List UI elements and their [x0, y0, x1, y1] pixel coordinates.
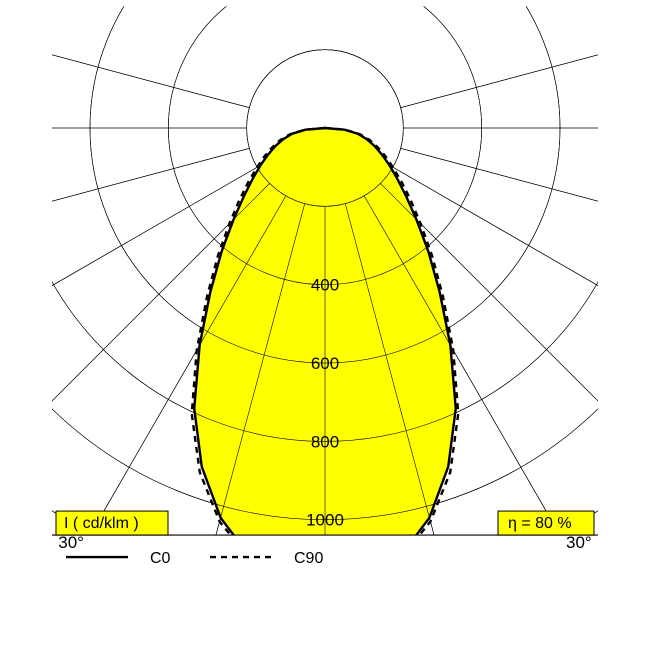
unit-box-text: I ( cd/klm ) — [64, 515, 139, 532]
angle-label-left: 30° — [58, 533, 84, 552]
polar-chart: 4006008001000 30°30°45°45°60°60°75°75°90… — [0, 0, 650, 650]
legend-label-c0: C0 — [150, 550, 171, 567]
ring-label: 800 — [311, 432, 339, 451]
ring-label: 400 — [311, 276, 339, 295]
legend-label-c90: C90 — [294, 550, 323, 567]
ring-label: 600 — [311, 354, 339, 373]
angle-label-right: 30° — [566, 533, 592, 552]
ring-label: 1000 — [306, 511, 344, 530]
efficiency-box-text: η = 80 % — [508, 515, 572, 532]
